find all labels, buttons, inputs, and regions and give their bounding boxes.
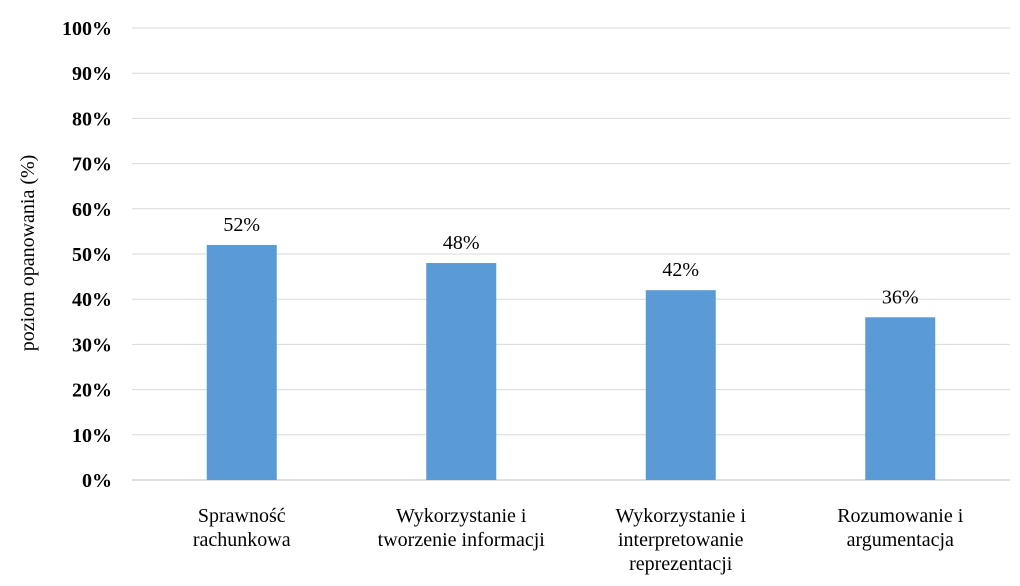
data-label: 42% xyxy=(662,259,699,281)
y-tick-label: 50% xyxy=(72,244,112,266)
y-tick-label: 20% xyxy=(72,380,112,402)
y-axis-title: poziom opanowania (%) xyxy=(17,155,39,352)
x-tick-label: Wykorzystanie i tworzenie informacji xyxy=(378,505,546,551)
x-tick-label: Wykorzystanie i interpretowanie reprezenta… xyxy=(616,505,747,575)
gridlines xyxy=(132,27,1010,481)
bar xyxy=(206,244,277,480)
y-tick-label: 60% xyxy=(72,199,112,221)
y-tick-label: 40% xyxy=(72,289,112,311)
y-tick-label: 0% xyxy=(82,470,112,492)
bar xyxy=(645,290,716,480)
bars xyxy=(206,244,936,480)
data-label: 52% xyxy=(223,214,260,236)
x-tick-label: Rozumowanie i argumentacja xyxy=(837,505,964,551)
y-tick-label: 10% xyxy=(72,425,112,447)
bar xyxy=(865,317,936,480)
bar xyxy=(426,263,497,480)
y-tick-label: 80% xyxy=(72,108,112,130)
data-label: 48% xyxy=(443,232,480,254)
y-tick-label: 30% xyxy=(72,334,112,356)
data-labels: 52% 48% 42% 36% xyxy=(223,214,918,308)
y-tick-label: 70% xyxy=(72,154,112,176)
x-axis-labels: Sprawność rachunkowa Wykorzystanie i tworze… xyxy=(193,505,964,575)
y-axis-ticks: 0% 10% 20% 30% 40% 50% 60% 70% 80% 90% 100% xyxy=(62,18,112,492)
y-tick-label: 100% xyxy=(62,18,112,40)
data-label: 36% xyxy=(882,286,919,308)
x-tick-label: Sprawność rachunkowa xyxy=(193,505,291,551)
y-tick-label: 90% xyxy=(72,63,112,85)
